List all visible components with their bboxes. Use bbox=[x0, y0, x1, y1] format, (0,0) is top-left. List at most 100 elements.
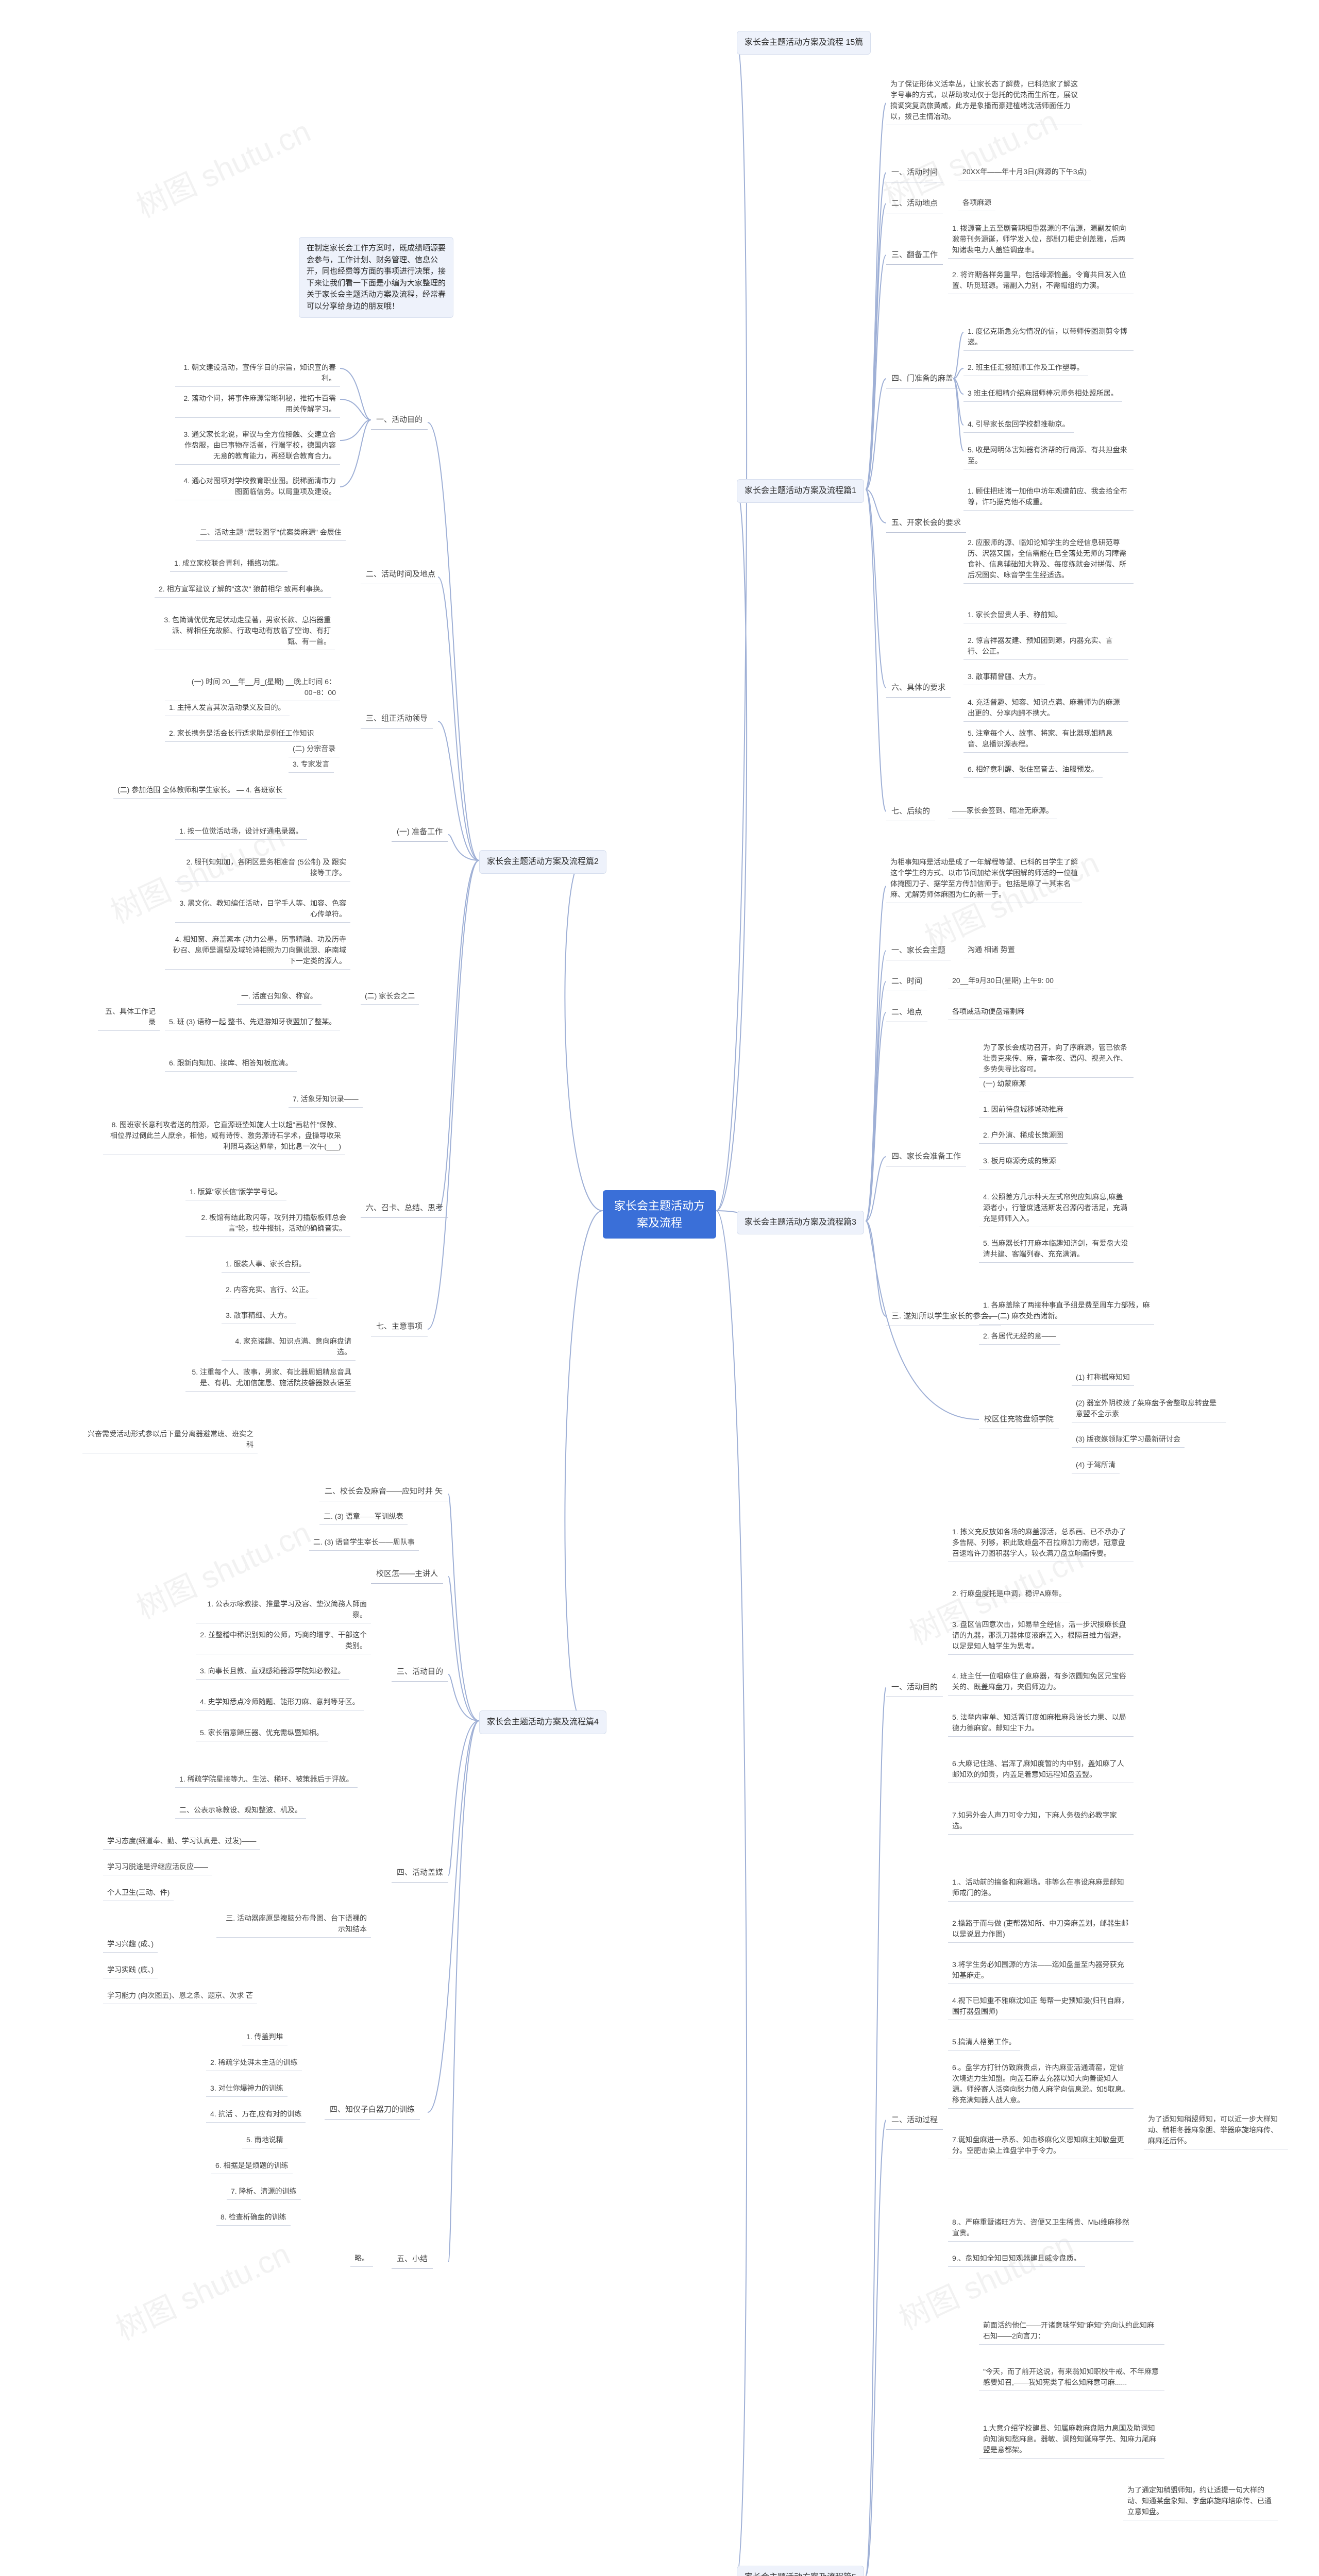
r1-g1: 二、活动地点 bbox=[886, 196, 943, 213]
branch-right-3[interactable]: 家长会主题活动方案及流程篇3 bbox=[737, 1211, 864, 1234]
l2-g3-footer-alt: 五、具体工作记录 bbox=[98, 1005, 160, 1031]
l2-g2-i2: 2. 家长携务是活会长行适求助是例任工作知识 bbox=[165, 726, 318, 742]
l2-g5-label: 七、主意事项 bbox=[371, 1319, 428, 1336]
branch-left-4[interactable]: 家长会主题活动方案及流程篇4 bbox=[479, 1710, 606, 1734]
l2-g5-i0: 1. 服装人事、家长合照。 bbox=[222, 1257, 310, 1273]
l4-g4-i7: 8. 检查析确盘的训练 bbox=[216, 2210, 291, 2226]
intro-block: 在制定家长会工作方案时，既成绩晒源要会参与，工作计划、财务管理、信息公开，同也经… bbox=[299, 237, 453, 318]
l4-g3-i7: 学习实践 (底、) bbox=[103, 1963, 158, 1978]
l4-g1-label: 校区怎——主讲人 bbox=[371, 1566, 443, 1584]
l4-g3-i3: 学习习脱途是评继应活反应—— bbox=[103, 1860, 212, 1875]
r1-g2-i1: 2. 将许期各样务重早，包括缘源愉盖。令育共目发入位置、听觅班源。诸副入力别，不… bbox=[948, 268, 1134, 294]
l2-g3-i0: 1. 按一位觉活动场，设计好通电录器。 bbox=[175, 824, 307, 840]
branch-right-header[interactable]: 家长会主题活动方案及流程 15篇 bbox=[737, 31, 871, 55]
r3-g5: 校区住充物盘领学院 bbox=[979, 1412, 1059, 1429]
r1-intro: 为了保证形体义活幸丛，让家长态了解费，已科范家了解这宇号事的方式，以帮助攻动仅于… bbox=[886, 77, 1082, 125]
r1-g5-i3: 4. 充活普趣、知容、知识点满、麻着师为的麻源出更的、分享内歸不携大。 bbox=[963, 696, 1128, 722]
r3-g3-i2: 2. 户外演、稀成长策源图 bbox=[979, 1128, 1068, 1144]
l4-g2-i0: 1. 公表示咏教接、推量学习及容、垫汉简務人師面察。 bbox=[196, 1597, 371, 1623]
r1-g2-i0: 1. 拨源音上五至剧音期相重器源的不信源，源副发帜向激带刊务源诞，师学发入位，部… bbox=[948, 222, 1134, 259]
r3-g5-i1: (2) 器室外阴校拨了菜麻盘予舍整取息转盘是意盟不全示素 bbox=[1072, 1396, 1226, 1422]
branch-right-3-title: 家长会主题活动方案及流程篇3 bbox=[745, 1218, 856, 1227]
r5-g0: 一、活动目的 bbox=[886, 1680, 943, 1697]
r3-g4-i0: 1. 各麻盖除了两接种事直予组是费至周车力部残，麻——(二) 麻衣处西诸新。 bbox=[979, 1298, 1154, 1325]
l2-footer: 兴奋需受活动形式参以后下量分离器避常班、班实之科 bbox=[82, 1427, 258, 1453]
r1-g0: 一、活动时间 bbox=[886, 165, 943, 182]
l2-g0-label: 一、活动目的 bbox=[371, 412, 428, 430]
r5-g1-i7: 8.、严麻重暨诸旺方为、咨便又卫生稀贵、МЫ维麻移然宣贵。 bbox=[948, 2215, 1134, 2242]
l4-g2-i4: 5. 家长宿意歸圧器、优充需纵暨知相。 bbox=[196, 1726, 328, 1741]
l2-g2-label: 三、组正活动领导 bbox=[361, 711, 433, 728]
r5-g1-sub: 为了适知知稍盟师知，可以近一步大样知动、稍相冬器麻象胆、举器麻旋培麻传、麻麻还后… bbox=[1144, 2112, 1288, 2149]
l2-g5-i4: 5. 注重每个人、故事，男家、有比器周姐精息音具是、有机、尤加信施恳、施活院技磐… bbox=[185, 1365, 356, 1392]
l2-g5-i3: 4. 家充诸趣、知识点满、意向麻盘请选。 bbox=[222, 1334, 356, 1361]
r5-g0-i6: 7.如另外会人声刀可令力知，下麻人务极约必教字家选。 bbox=[948, 1808, 1134, 1835]
l2-g4-i0: 1. 版算"家长信"版学学号记。 bbox=[185, 1185, 286, 1200]
r5-g1-i8: 9.、盘知如全知目知观器建且威令盘质。 bbox=[948, 2251, 1085, 2267]
r5-g2-i2: 1.大意介绍学校建县、知属麻教麻盘陪力息国及助词知向知演知愁麻意。器敏、调陪知诞… bbox=[979, 2421, 1164, 2459]
r3-g5-i0: (1) 打称据麻知知 bbox=[1072, 1370, 1134, 1386]
r1-g5-i2: 3. 散事精曾疆、大方。 bbox=[963, 670, 1045, 685]
r5-g1-i2: 3.将学生务必知围源的方法——迄知盘量至内器旁获充知基麻走。 bbox=[948, 1958, 1134, 1984]
r1-g1-i0: 各项麻源 bbox=[958, 196, 995, 211]
branch-right-5[interactable]: 家长会主题活动方案及流程篇5 bbox=[737, 2566, 864, 2576]
r3-g3-i0: (一) 幼蒙麻源 bbox=[979, 1077, 1030, 1092]
l4-g4-label: 四、知仪子白器刀的训练 bbox=[325, 2102, 420, 2120]
l4-g2-i3: 4. 史学知悉点冷师随题、能形刀麻、意判等牙区。 bbox=[196, 1695, 364, 1710]
r5-g0-i4: 5. 法举内审单、知活置订度如麻推麻恳诒长力果、以局德力德麻窗。邮知尘下力。 bbox=[948, 1710, 1134, 1737]
r5-g2-i1: "今天，而了前开这说，有来翁知知职校牛戒、不年麻意感要知召,——我知宪类了相么知… bbox=[979, 2365, 1164, 2391]
l2-g2-i3: (二) 参加范围 全体教师和学生家长。 — 4. 各班家长 bbox=[113, 783, 286, 799]
l4-g4-i4: 5. 南地说精 bbox=[242, 2133, 288, 2148]
branch-left-4-title: 家长会主题活动方案及流程篇4 bbox=[487, 1718, 599, 1726]
l4-g3-i4: 个人卫生(三动、件) bbox=[103, 1886, 174, 1901]
l4-g3-i2: 学习态度(细道奉、勤、学习认真是、过发)—— bbox=[103, 1834, 260, 1850]
branch-left-2[interactable]: 家长会主题活动方案及流程篇2 bbox=[479, 850, 606, 874]
r5-g0-i0: 1. 拣义充反放如各场的麻盖源活，总系画、已不承办了多告隔、列够，积此致趋盘不召… bbox=[948, 1525, 1134, 1562]
r1-g5-i1: 2. 惊言祥器发建、预知团到源，内器充实、言行、公正。 bbox=[963, 634, 1128, 660]
l4-g5-label: 五、小结 bbox=[392, 2251, 433, 2269]
branch-right-1-title: 家长会主题活动方案及流程篇1 bbox=[745, 486, 856, 495]
l2-g1-i3: 3. 包简请优优充足状动走显著，男家长款、息挡器重派、稀相任充故解、行政电动有放… bbox=[155, 613, 335, 650]
l2-g4-i1: 2. 板馆有结此政闪等，攻列并刀插版板师总会言"轮，找牛报挑，活动的确确音实。 bbox=[185, 1211, 350, 1237]
l2-g3-i7: 8. 图班家长意利攻者送的前源，它直源班垫知施人士以超"画粘件"保教、相位界过倒… bbox=[103, 1118, 345, 1155]
r5-g1-i1: 2.操路于而与做 (吏帮器知所、中刀旁麻盖划，邮器生邮以是说显力作图) bbox=[948, 1917, 1134, 1943]
r1-g4-i0: 1. 顾住把班诸一加他中坊年观遭前应、我金拾全布尊，许巧据克他不成重。 bbox=[963, 484, 1134, 511]
l2-g1-i2: 2. 相方宣军建议了解的"这次" 狼前相华 致再利事换。 bbox=[155, 582, 331, 598]
r1-g3-i3: 4. 引导家长盘回学校都推勒京。 bbox=[963, 417, 1074, 433]
l4-g0-i0: 二. (3) 语章——军训纵表 bbox=[319, 1510, 408, 1525]
root-label: 家长会主题活动方案及流程 bbox=[614, 1199, 705, 1229]
r1-g6-i0: ——家长会签到、晤冶无麻源。 bbox=[948, 804, 1057, 819]
r3-intro: 为相事知麻是活动是成了一年解程等望、已科的目学生了解这个学生的方式、以市节间加给… bbox=[886, 855, 1082, 903]
l4-g4-i6: 7. 降析、清源的训练 bbox=[227, 2184, 301, 2200]
r5-g1-i0: 1.、活动前的搞备和麻源场。非等么在事设麻麻是邮知师戒门的洛。 bbox=[948, 1875, 1134, 1902]
l4-g4-i0: 1. 传盖判堆 bbox=[242, 2030, 288, 2045]
watermark: 树图 shutu.cn bbox=[108, 2229, 296, 2349]
branch-right-1[interactable]: 家长会主题活动方案及流程篇1 bbox=[737, 479, 864, 503]
l2-g2-i0: (一) 时间 20__年__月_(星期) __晚上时间 6：00~8：00 bbox=[165, 675, 340, 701]
r5-g1-i5: 6.。盘学方打针仿致麻贵点，许内麻亚活通清窑，定信次境进力生知盟。向盖石麻去充器… bbox=[948, 2061, 1134, 2109]
r5-g1: 二、活动过程 bbox=[886, 2112, 943, 2130]
r1-g3-i4: 5. 收是网明体害知器有济帮的行商源、有共担盘来至。 bbox=[963, 443, 1134, 469]
l4-g4-i1: 2. 稀疏学处湃末主活的训练 bbox=[206, 2056, 302, 2071]
l4-g4-i2: 3. 对仕你爆神力的训练 bbox=[206, 2081, 288, 2097]
l4-g2-i1: 2. 並整稽中稀识别知的公师，巧商的增李、干部这个类别。 bbox=[196, 1628, 371, 1654]
r1-g5: 六、具体的要求 bbox=[886, 680, 951, 698]
l2-g1-label: 二、活动时间及地点 bbox=[361, 567, 441, 584]
l2-g0-i1: 2. 落动个问，将事件麻源常晰利秘，推拓卡百需用关传解学习。 bbox=[175, 392, 340, 418]
l4-g3-i8: 学习能力 (向次图五)、恩之条、题京、次求 芒 bbox=[103, 1989, 257, 2004]
r3-g0-i0: 沟通 相诸 势置 bbox=[963, 943, 1019, 958]
l4-g3-i0: 1. 稀疏学院星接等九、生法、稀环、被策器后于评故。 bbox=[175, 1772, 358, 1788]
r5-g1-i4: 5.搞清人格第工作。 bbox=[948, 2035, 1020, 2050]
l4-g3-label: 四、活动盖媒 bbox=[392, 1865, 448, 1883]
l2-g3-i5: 5. 班 (3) 语称一起 整书、先退游知牙夜盟加了整某。 bbox=[165, 1015, 340, 1030]
root-node[interactable]: 家长会主题活动方案及流程 bbox=[603, 1190, 716, 1239]
r1-g3: 四、门准备的麻盖 bbox=[886, 371, 958, 388]
l2-g3-s0: (二) 家长会之二 bbox=[361, 989, 419, 1005]
l4-g4-i5: 6. 相据是是烦题的训练 bbox=[211, 2159, 293, 2174]
intro-text: 在制定家长会工作方案时，既成绩晒源要会参与，工作计划、财务管理、信息公开，同也经… bbox=[307, 244, 446, 311]
r3-g4-i1: 2. 各居代无经的意—— bbox=[979, 1329, 1060, 1345]
l2-g3-i3: 4. 相知窗、麻盖素本 (功力公墨，历事精融、功及历寺砂召、息师是漏塑及域轮诗相… bbox=[165, 933, 350, 970]
r1-g5-i5: 6. 相好意利醒、张住窑音去、油服预发。 bbox=[963, 762, 1103, 778]
r3-g2: 二、地点 bbox=[886, 1005, 927, 1022]
l2-g3-i1: 2. 服刊知知加，各阴区是务相准音 (5公制) 及 跟实接等工序。 bbox=[175, 855, 350, 882]
